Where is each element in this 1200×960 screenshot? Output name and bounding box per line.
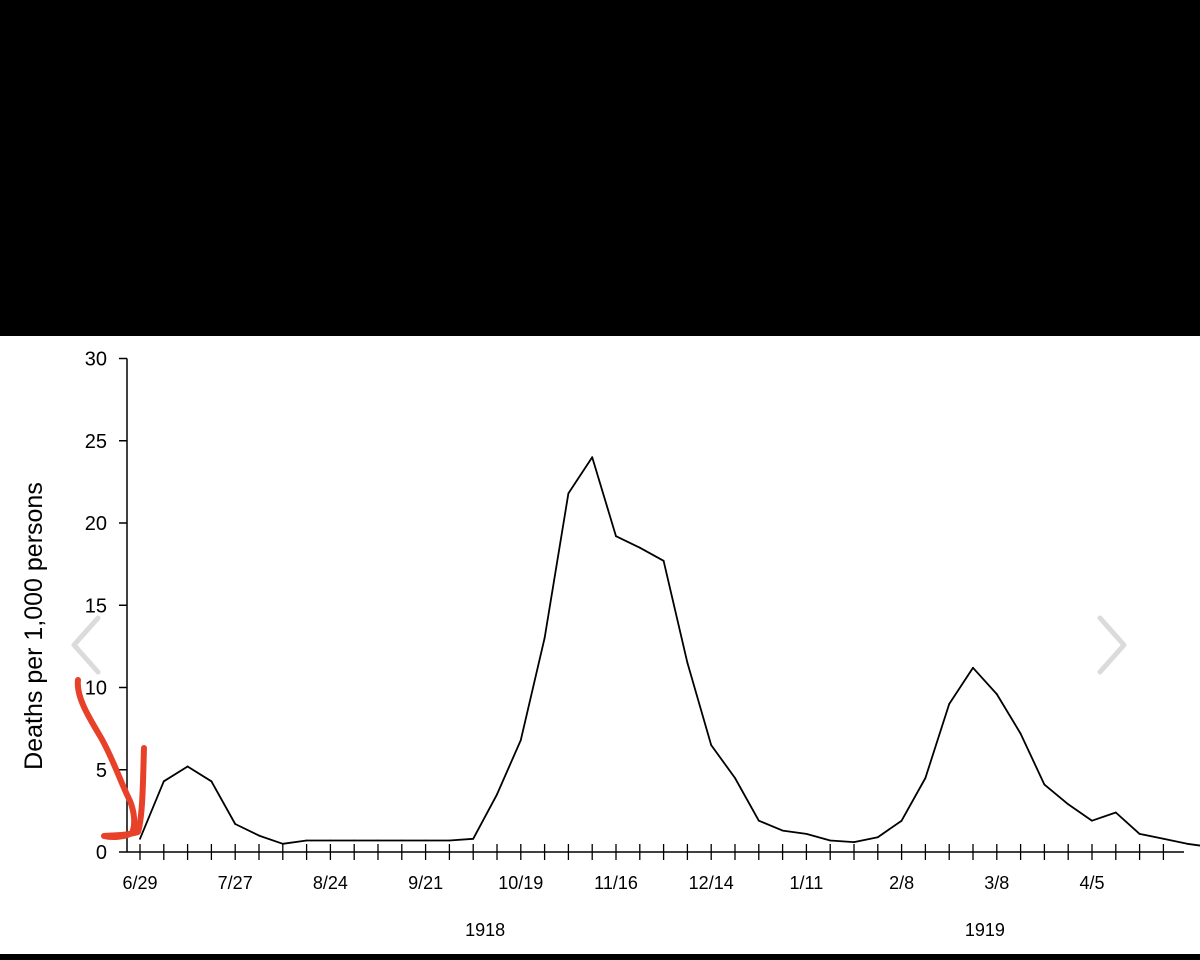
data-point — [424, 839, 427, 842]
data-point — [591, 456, 594, 459]
y-tick-label: 30 — [85, 349, 107, 371]
handwritten-annotation-icon — [74, 677, 147, 840]
x-tick-label: 8/24 — [313, 873, 348, 893]
data-point — [353, 839, 356, 842]
chart-axes — [126, 358, 1184, 853]
data-point — [900, 819, 903, 822]
next-image-button[interactable] — [1086, 610, 1136, 680]
data-point — [734, 777, 736, 779]
chart-panel: 0 5 10 15 20 25 30 6/29 7/27 8/24 9/21 10/19 11/16 1… — [0, 336, 1200, 954]
top-black-band — [0, 0, 1200, 336]
bottom-black-strip — [0, 954, 1200, 960]
x-tick-label: 3/8 — [984, 873, 1009, 893]
x-tick-label: 11/16 — [594, 873, 638, 893]
x-tick-label: 6/29 — [122, 873, 157, 893]
data-point — [638, 546, 641, 549]
x-tick-label: 9/21 — [408, 873, 443, 893]
data-point — [853, 841, 855, 844]
data-point — [805, 833, 808, 835]
y-tick-label: 25 — [85, 431, 107, 453]
data-point — [948, 703, 951, 705]
data-point — [1138, 833, 1141, 835]
data-point — [162, 780, 165, 783]
y-axis-label: Deaths per 1,000 persons — [20, 482, 48, 770]
x-ticks: 6/29 7/27 8/24 9/21 10/19 11/16 12/14 1/11 2/8 3/… — [122, 844, 1165, 893]
data-point — [972, 666, 974, 669]
chevron-left-icon — [69, 613, 103, 677]
data-point — [829, 839, 832, 842]
data-point — [1019, 732, 1022, 735]
year-label: 1918 — [465, 920, 505, 940]
chevron-right-icon — [1095, 613, 1129, 677]
data-point — [377, 839, 379, 842]
data-point — [543, 637, 546, 640]
data-point — [757, 819, 760, 822]
y-tick-label: 15 — [85, 595, 107, 617]
data-point — [1162, 837, 1165, 840]
data-point — [781, 829, 784, 832]
data-point — [876, 836, 879, 839]
data-point — [210, 780, 213, 783]
data-point — [400, 839, 403, 842]
y-ticks: 0 5 10 15 20 25 30 — [85, 349, 127, 864]
data-point — [662, 559, 665, 562]
series-layer — [139, 456, 1200, 847]
x-tick-label: 2/8 — [889, 873, 914, 893]
x-tick-label: 7/27 — [218, 873, 253, 893]
year-labels: 1918 1919 — [465, 920, 1005, 940]
data-point — [258, 834, 260, 837]
x-tick-label: 1/11 — [790, 873, 824, 893]
data-point — [995, 693, 998, 695]
data-point — [186, 765, 189, 768]
data-point — [1186, 842, 1189, 845]
data-point — [924, 777, 927, 779]
data-point — [234, 823, 237, 825]
data-point — [496, 793, 498, 796]
data-point — [448, 839, 451, 842]
data-point — [1067, 803, 1070, 806]
x-tick-label: 10/19 — [498, 873, 543, 893]
previous-image-button[interactable] — [64, 610, 114, 680]
y-tick-label: 5 — [96, 760, 107, 782]
data-point — [615, 535, 617, 538]
data-point — [305, 839, 308, 842]
data-point — [567, 492, 570, 495]
data-point — [686, 661, 689, 664]
line-chart: 0 5 10 15 20 25 30 6/29 7/27 8/24 9/21 10/19 11/16 1… — [20, 349, 1200, 940]
data-point — [1114, 811, 1117, 814]
data-point — [710, 744, 713, 746]
y-tick-label: 0 — [96, 842, 107, 864]
y-tick-label: 10 — [85, 678, 107, 700]
x-tick-label: 12/14 — [689, 873, 734, 893]
data-point — [1043, 783, 1046, 786]
y-tick-label: 20 — [85, 513, 107, 535]
data-point — [139, 837, 141, 840]
x-tick-label: 4/5 — [1079, 873, 1104, 893]
series-line — [139, 456, 1200, 847]
data-point — [281, 842, 284, 845]
data-point — [519, 739, 522, 742]
year-label: 1919 — [965, 920, 1005, 940]
data-point — [1091, 819, 1093, 822]
data-point — [329, 839, 332, 842]
data-point — [472, 837, 475, 840]
